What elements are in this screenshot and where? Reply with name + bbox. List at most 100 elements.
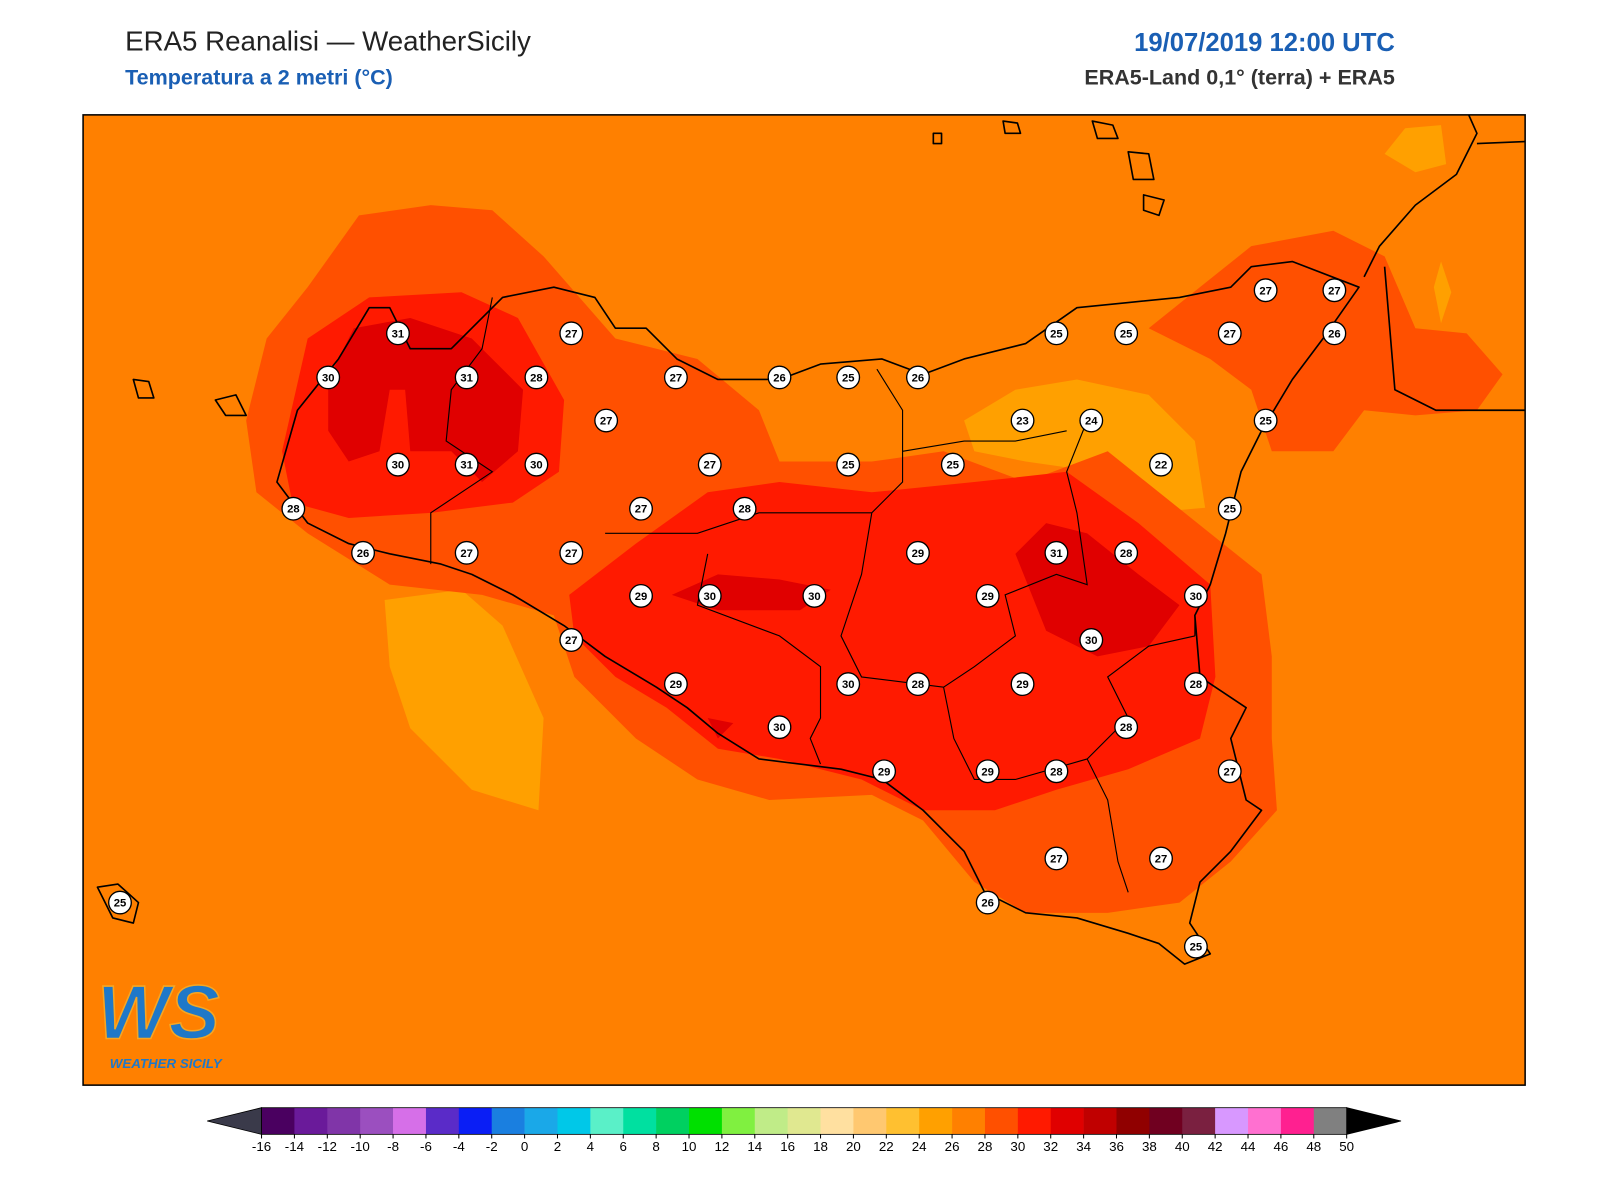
station-value: 29 <box>635 591 648 603</box>
colorbar-tick-label: -8 <box>387 1139 399 1154</box>
station-value: 26 <box>981 898 994 910</box>
station-marker <box>559 321 584 346</box>
station-value: 25 <box>114 898 127 910</box>
colorbar-tick-label: 2 <box>554 1139 561 1154</box>
station-value: 30 <box>703 591 716 603</box>
subtitle: Temperatura a 2 metri (°C) <box>125 66 393 90</box>
colorbar-box <box>557 1107 591 1135</box>
station-value: 29 <box>878 766 891 778</box>
colorbar-under <box>207 1107 262 1135</box>
station-marker <box>940 452 965 477</box>
station-marker <box>906 540 930 565</box>
station-marker <box>524 365 549 390</box>
station-marker <box>836 672 861 697</box>
station-value: 30 <box>808 591 821 603</box>
station-value: 27 <box>1223 328 1236 340</box>
station-value: 30 <box>773 722 786 734</box>
station-value: 29 <box>670 679 683 691</box>
colorbar-box <box>360 1107 394 1135</box>
colorbar-tick-label: 28 <box>978 1139 993 1154</box>
station-value: 30 <box>392 460 405 472</box>
station-marker <box>1253 278 1278 303</box>
station-marker <box>906 672 930 697</box>
station-value: 25 <box>1190 942 1203 954</box>
station-value: 31 <box>392 328 405 340</box>
station-value: 25 <box>947 460 960 472</box>
colorbar-box <box>919 1107 953 1135</box>
station-value: 24 <box>1085 416 1098 428</box>
station-marker <box>559 628 584 652</box>
colorbar-tick-label: 42 <box>1208 1139 1223 1154</box>
colorbar-tick-label: 8 <box>652 1139 659 1154</box>
colorbar-frame <box>261 1107 1348 1135</box>
station-value: 31 <box>460 460 473 472</box>
station-marker <box>1322 278 1347 303</box>
colorbar-tick-label: 26 <box>945 1139 960 1154</box>
station-marker <box>697 452 722 477</box>
station-value: 22 <box>1155 460 1168 472</box>
colorbar-tick-label: 16 <box>780 1139 795 1154</box>
colorbar-tick-label: 0 <box>521 1139 528 1154</box>
colorbar-tick-label: 12 <box>714 1139 729 1154</box>
colorbar-box <box>820 1107 854 1135</box>
colorbar-box <box>952 1107 986 1135</box>
station-value: 26 <box>773 372 786 384</box>
station-marker <box>351 540 376 565</box>
colorbar-tick-label: 50 <box>1339 1139 1354 1154</box>
colorbar-tick-label: 22 <box>879 1139 894 1154</box>
station-marker <box>1010 408 1035 433</box>
station-marker <box>108 890 132 915</box>
colorbar-tick-label: -2 <box>486 1139 498 1154</box>
field-22-24 <box>384 125 1452 811</box>
station-value: 25 <box>1259 416 1272 428</box>
stations: 31 27 30 31 28 27 26 25 26 25 25 27 27 27 26 27 23 24 25 30… <box>108 278 1347 959</box>
colorbar-box <box>1313 1107 1347 1135</box>
station-marker <box>1253 408 1278 433</box>
colorbar-box <box>1116 1107 1150 1135</box>
station-marker <box>1183 583 1208 608</box>
station-marker <box>767 715 792 740</box>
station-value: 28 <box>1050 766 1063 778</box>
colorbar-tick-label: -14 <box>285 1139 305 1154</box>
station-value: 28 <box>1190 679 1203 691</box>
colorbar-tick-label: -6 <box>420 1139 432 1154</box>
station-marker <box>732 496 757 521</box>
station-marker <box>1044 321 1069 346</box>
colorbar-box <box>623 1107 657 1135</box>
colorbar-tick-label: 18 <box>813 1139 828 1154</box>
station-marker <box>975 583 1000 608</box>
station-value: 25 <box>842 460 855 472</box>
station-marker <box>385 321 410 346</box>
station-value: 28 <box>530 372 543 384</box>
station-marker <box>594 408 619 433</box>
station-marker <box>1114 321 1139 346</box>
colorbar-tick-label: 36 <box>1109 1139 1124 1154</box>
colorbar-tick-label: 24 <box>912 1139 927 1154</box>
station-marker <box>1183 934 1208 959</box>
colorbar-tick-label: 10 <box>682 1139 697 1154</box>
colorbar-box <box>656 1107 690 1135</box>
colorbar-box <box>1280 1107 1315 1135</box>
station-value: 27 <box>703 460 716 472</box>
colorbar-box <box>1017 1107 1052 1135</box>
station-value: 30 <box>1085 635 1098 647</box>
station-value: 31 <box>1050 548 1063 560</box>
date: 19/07/2019 12:00 UTC <box>1134 29 1395 57</box>
station-marker <box>1217 321 1242 346</box>
colorbar-box <box>1215 1107 1249 1135</box>
station-value: 30 <box>1190 591 1203 603</box>
colorbar-box <box>491 1107 525 1135</box>
station-marker <box>767 365 792 390</box>
colorbar-box <box>524 1107 558 1135</box>
station-value: 25 <box>1223 504 1236 516</box>
station-marker <box>836 452 861 477</box>
colorbar-tick-label: 20 <box>846 1139 861 1154</box>
station-marker <box>906 365 930 390</box>
station-marker <box>975 759 1000 784</box>
station-value: 27 <box>1155 853 1168 865</box>
station-marker <box>454 540 479 565</box>
station-value: 27 <box>1050 853 1063 865</box>
colorbar-box <box>754 1107 788 1135</box>
station-value: 28 <box>287 504 300 516</box>
